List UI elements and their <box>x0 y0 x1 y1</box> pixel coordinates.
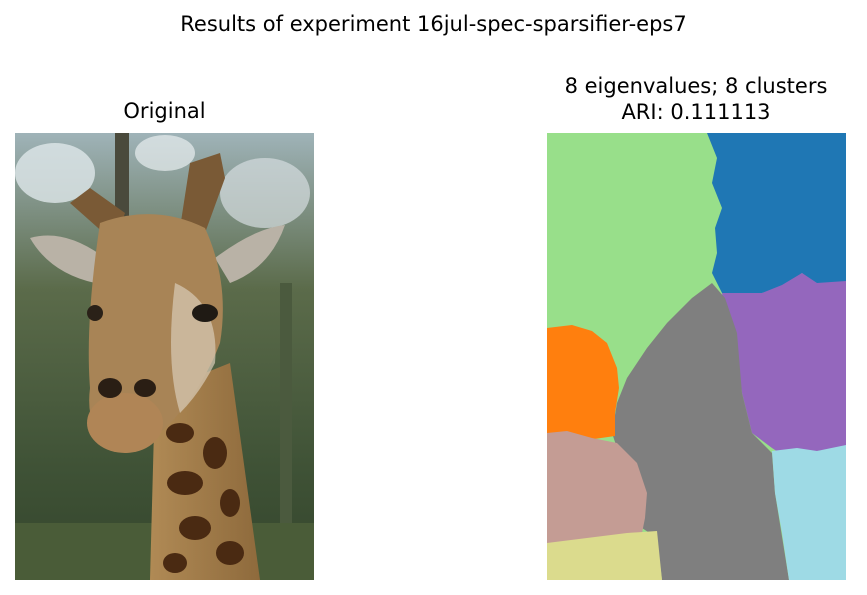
segmentation-title-line2: ARI: 0.111113 <box>621 100 771 124</box>
tree-trunk <box>280 283 292 580</box>
segmentation-title-line1: 8 eigenvalues; 8 clusters <box>564 74 828 98</box>
giraffe-eye <box>87 305 103 321</box>
neck-spot <box>167 471 203 495</box>
cluster-region-blue <box>707 133 846 298</box>
sky-patch <box>220 158 310 228</box>
cluster-region-purple <box>722 273 846 458</box>
giraffe-ear <box>215 225 285 283</box>
cluster-segmentation-map <box>547 133 846 580</box>
figure-suptitle: Results of experiment 16jul-spec-sparsif… <box>180 12 687 36</box>
giraffe-muzzle <box>87 393 163 453</box>
original-image <box>15 133 314 580</box>
cluster-region-khaki <box>547 531 662 580</box>
neck-spot <box>179 516 211 540</box>
giraffe-nostril <box>134 379 156 397</box>
segmentation-panel-title: 8 eigenvalues; 8 clusters ARI: 0.111113 <box>520 73 867 125</box>
giraffe-eye <box>192 304 218 322</box>
cluster-region-light-cyan <box>772 445 846 580</box>
sky-patch <box>15 143 95 203</box>
cluster-region-gray <box>612 283 789 580</box>
giraffe-neck <box>150 363 260 580</box>
giraffe-photo <box>15 133 314 580</box>
giraffe-nostril <box>98 378 122 398</box>
original-panel-title: Original <box>123 99 206 123</box>
giraffe-ossicone <box>180 153 225 233</box>
neck-spot <box>163 553 187 573</box>
neck-spot <box>166 423 194 443</box>
cluster-region-pink-brown <box>547 431 647 545</box>
segmentation-image <box>547 133 846 580</box>
neck-spot <box>220 489 240 517</box>
giraffe-ear <box>30 235 105 283</box>
sky-patch <box>135 135 195 171</box>
cluster-region-orange <box>547 325 619 440</box>
neck-spot <box>216 541 244 565</box>
neck-spot <box>203 437 227 469</box>
